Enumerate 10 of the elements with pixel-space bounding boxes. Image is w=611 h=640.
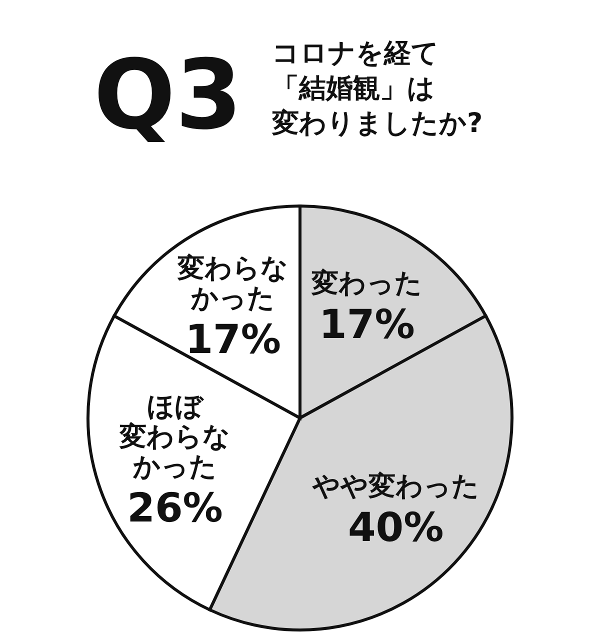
slice-label: 変わらなかった	[176, 252, 289, 314]
data-label: 17%	[319, 302, 415, 348]
data-label: 26%	[127, 486, 223, 532]
chart-subtitle: コロナを経て「結婚観」は変わりましたか?	[271, 38, 483, 139]
data-label: 40%	[348, 504, 444, 551]
slice-label: ほぼ変わらなかった	[118, 392, 230, 483]
slice-label: 変わった	[310, 268, 422, 299]
slice-label: やや変わった	[311, 470, 480, 502]
chart-title: Q3	[94, 39, 242, 151]
data-label: 17%	[185, 316, 281, 363]
